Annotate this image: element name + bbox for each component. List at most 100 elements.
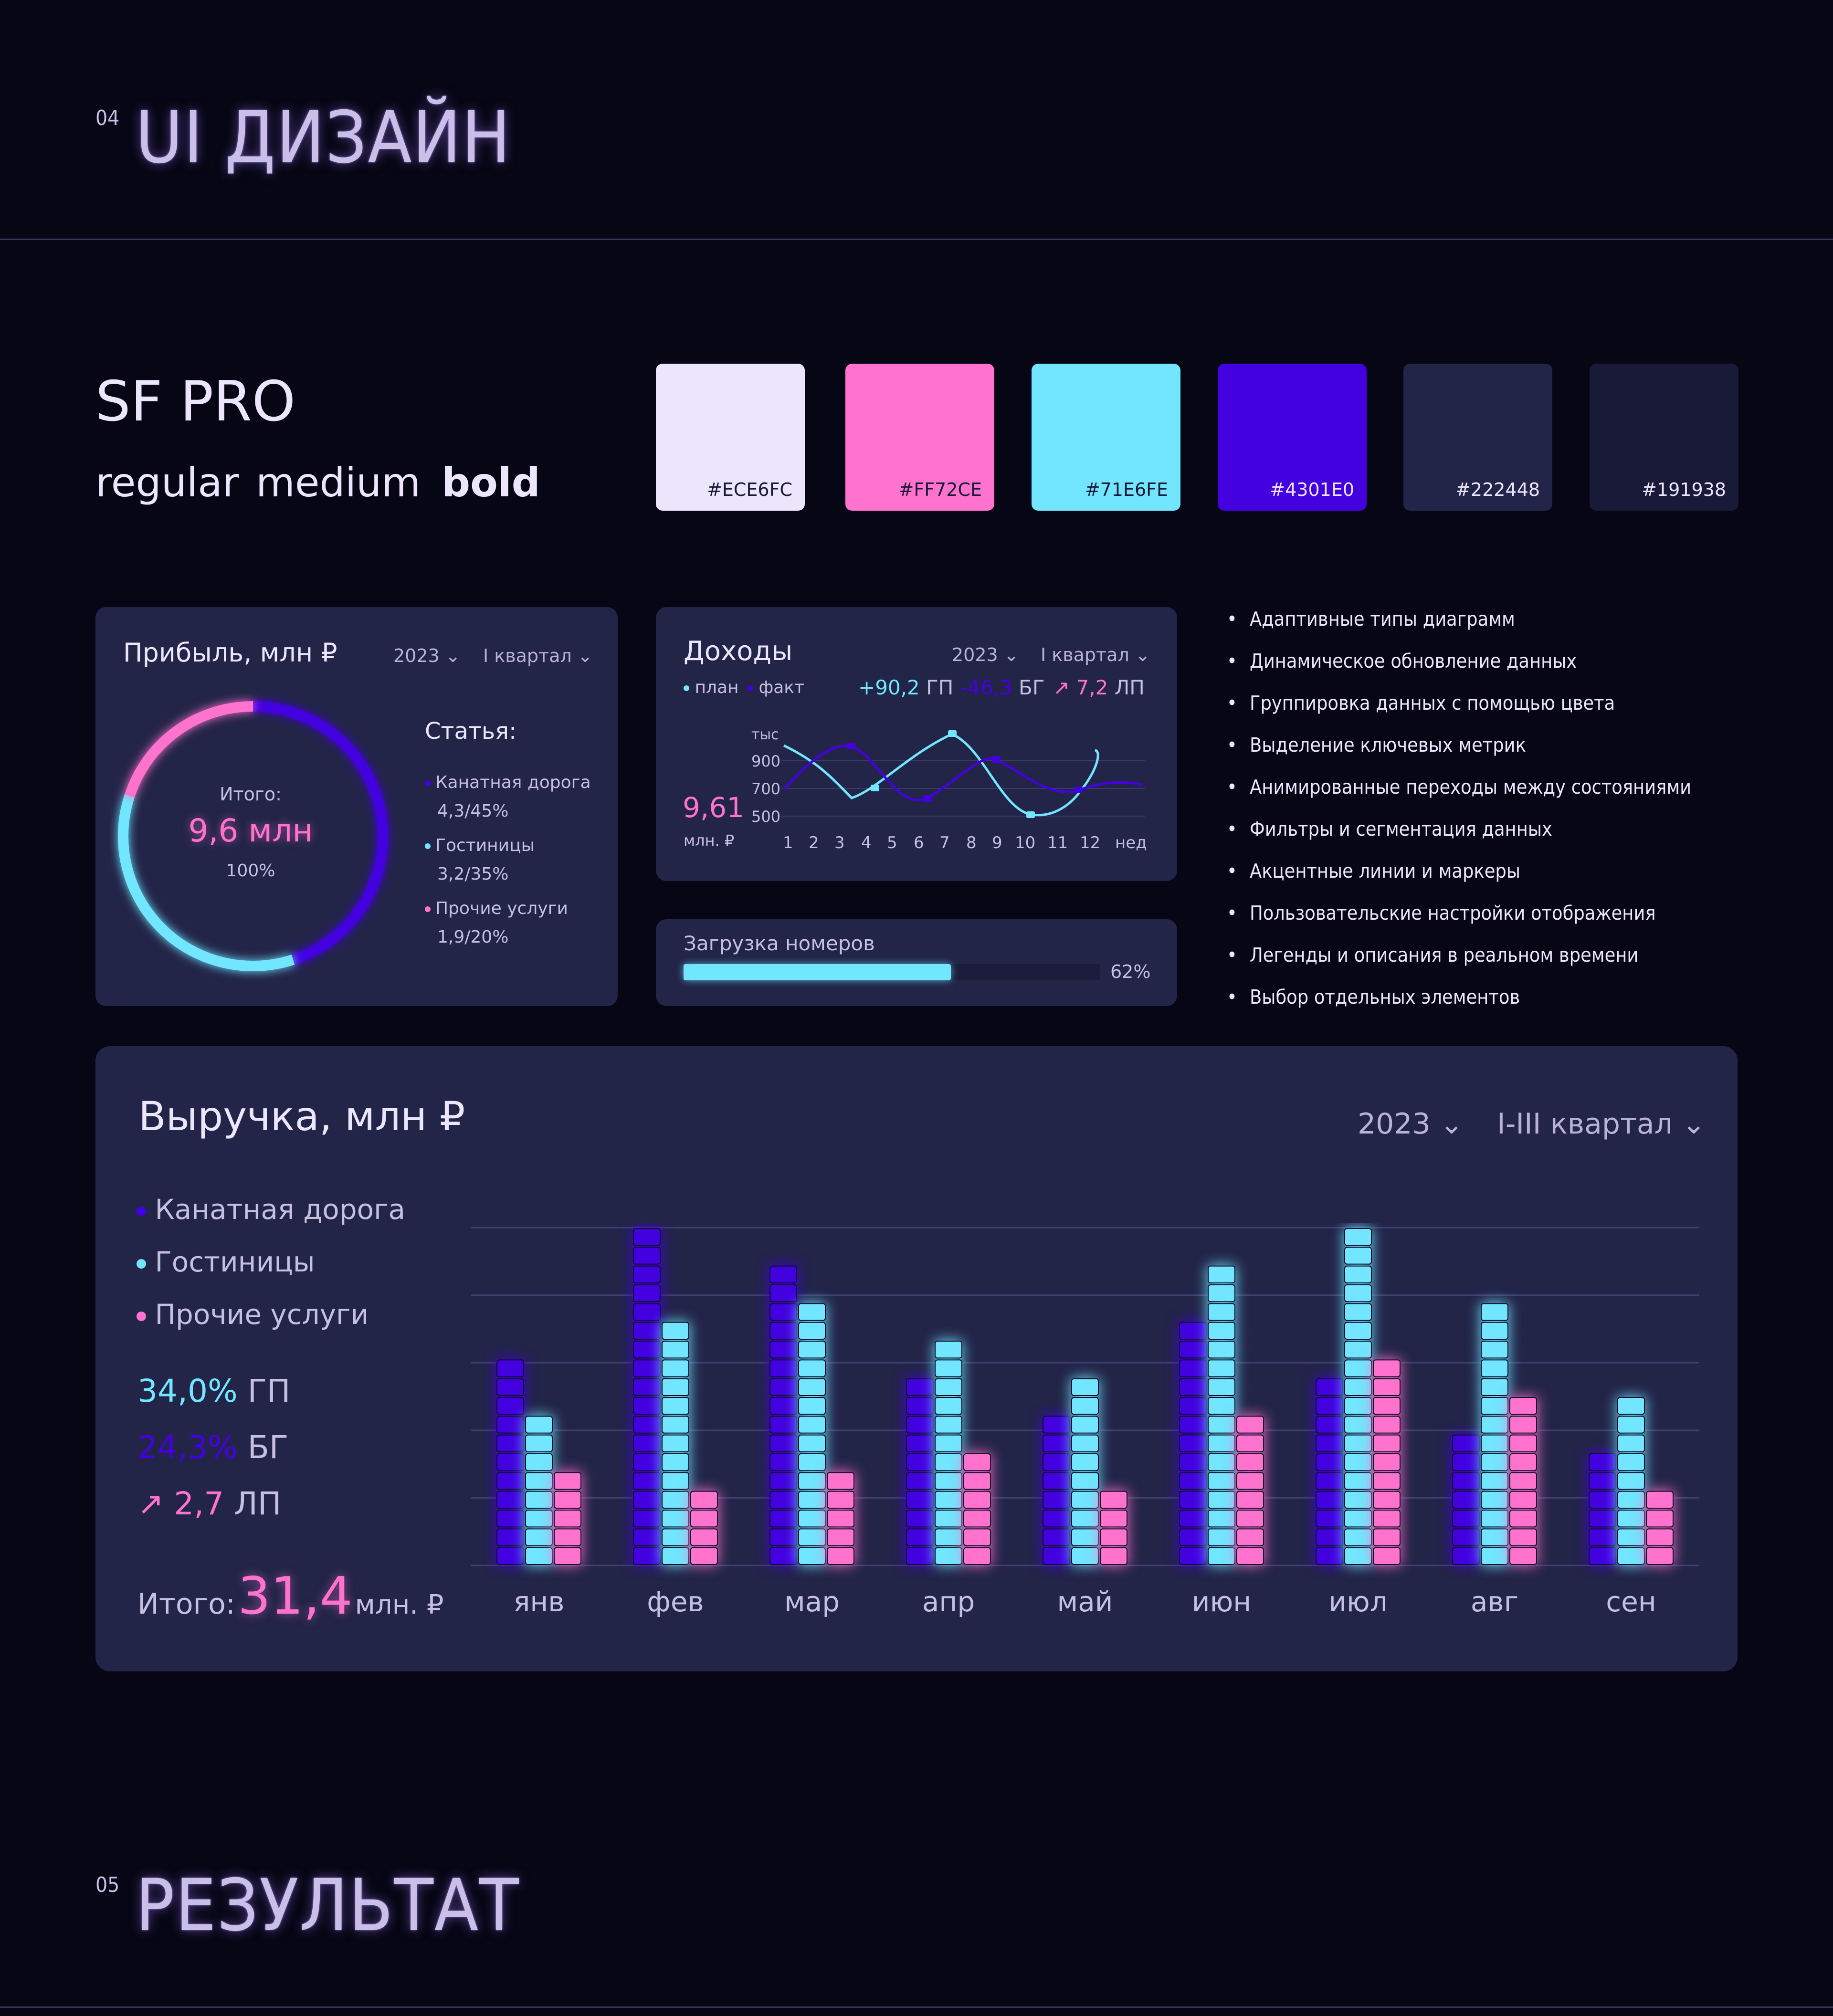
bar[interactable] — [1481, 1303, 1508, 1565]
bar-segment — [1179, 1378, 1207, 1396]
period-dropdown[interactable]: I квартал ⌄ — [483, 645, 593, 666]
period-dropdown[interactable]: I квартал ⌄ — [1041, 644, 1150, 665]
bar-segment — [1646, 1528, 1674, 1546]
bar-segment — [906, 1434, 934, 1452]
bar-segment — [769, 1265, 797, 1283]
bar-segment — [1043, 1434, 1070, 1452]
x-tick-label: июл — [1328, 1586, 1388, 1618]
bar[interactable] — [827, 1472, 854, 1565]
period-dropdown[interactable]: I-III квартал ⌄ — [1497, 1107, 1706, 1141]
bar-segment — [1043, 1547, 1070, 1565]
bar[interactable] — [1617, 1397, 1645, 1565]
bar-segment — [1509, 1491, 1537, 1509]
feature-item: Адаптивные типы диаграмм — [1227, 602, 1691, 644]
bar-segment — [1452, 1491, 1480, 1509]
bar-segment — [1236, 1510, 1264, 1528]
bar-segment — [496, 1359, 524, 1377]
bar-segment — [1316, 1397, 1343, 1415]
bar-segment — [1344, 1265, 1372, 1283]
donut-chart — [118, 701, 388, 971]
bar[interactable] — [906, 1378, 934, 1565]
bar-segment — [798, 1547, 826, 1565]
bar[interactable] — [963, 1453, 991, 1565]
bar[interactable] — [525, 1416, 553, 1565]
income-total: 9,61 — [683, 791, 745, 824]
bar-segment — [1344, 1247, 1372, 1265]
bar-segment — [1344, 1453, 1372, 1471]
bar[interactable] — [1316, 1378, 1343, 1565]
bar[interactable] — [769, 1265, 797, 1565]
bar-segment — [1071, 1528, 1099, 1546]
bar[interactable] — [1452, 1434, 1480, 1565]
legend-item[interactable]: Канатная дорога — [137, 1193, 405, 1226]
bar-segment — [769, 1322, 797, 1340]
bar[interactable] — [1071, 1378, 1099, 1565]
legend-name: Гостиницы — [435, 836, 535, 855]
bar-segment — [633, 1265, 661, 1283]
swatch-label: #191938 — [1642, 479, 1726, 500]
bar[interactable] — [1043, 1416, 1070, 1565]
bar[interactable] — [1344, 1228, 1372, 1565]
x-tick: 4 — [861, 833, 872, 852]
x-tick-label: апр — [922, 1586, 975, 1618]
bar[interactable] — [690, 1491, 718, 1565]
bar-segment — [1344, 1284, 1372, 1302]
bar-segment — [935, 1434, 962, 1452]
bar-segment — [1617, 1397, 1645, 1415]
feature-item: Пользовательские настройки отображения — [1227, 896, 1691, 938]
bar[interactable] — [1100, 1491, 1127, 1565]
bar[interactable] — [1509, 1397, 1537, 1565]
bar-segment — [963, 1453, 991, 1471]
bar[interactable] — [798, 1303, 826, 1565]
year-dropdown[interactable]: 2023 ⌄ — [952, 644, 1019, 665]
income-total-unit: млн. ₽ — [684, 831, 735, 850]
legend-plan[interactable]: план — [684, 678, 739, 697]
metric-unit: БГ — [1019, 676, 1045, 699]
bar-segment — [1344, 1491, 1372, 1509]
bar-segment — [1509, 1547, 1537, 1565]
bar-segment — [1481, 1547, 1508, 1565]
swatch-violet: #4301E0 — [1218, 364, 1367, 511]
bar-segment — [1208, 1341, 1235, 1359]
bar[interactable] — [554, 1472, 581, 1565]
bar[interactable] — [935, 1341, 962, 1565]
bar-segment — [1617, 1453, 1645, 1471]
bar-segment — [633, 1453, 661, 1471]
bar[interactable] — [1179, 1322, 1207, 1565]
year-dropdown[interactable]: 2023 ⌄ — [393, 645, 461, 666]
bar-segment — [798, 1491, 826, 1509]
legend-fact[interactable]: факт — [748, 678, 804, 697]
bar-segment — [963, 1472, 991, 1490]
donut-segment[interactable] — [118, 701, 388, 971]
legend-item[interactable]: Гостиницы — [137, 1246, 315, 1278]
legend-item[interactable]: Прочие услуги — [137, 1298, 369, 1331]
bar-segment — [496, 1547, 524, 1565]
bar[interactable] — [1589, 1453, 1616, 1565]
legend-dot — [425, 906, 431, 912]
bar[interactable] — [1646, 1491, 1674, 1565]
revenue-bar-chart: янв фев мар апр май июн июл авг сен — [471, 1227, 1699, 1618]
bar[interactable] — [496, 1359, 524, 1565]
legend-item[interactable]: Канатная дорога 4,3/45% — [425, 768, 591, 826]
bar-segment — [1481, 1303, 1508, 1321]
legend-item[interactable]: Гостиницы 3,2/35% — [425, 831, 535, 889]
bar-segment — [963, 1547, 991, 1565]
legend-item[interactable]: Прочие услуги 1,9/20% — [425, 894, 568, 952]
bar-segment — [1208, 1434, 1235, 1452]
bar-segment — [935, 1491, 962, 1509]
bar[interactable] — [1373, 1359, 1401, 1565]
bar[interactable] — [1236, 1416, 1264, 1565]
year-dropdown[interactable]: 2023 ⌄ — [1358, 1107, 1464, 1141]
bar-segment — [662, 1491, 689, 1509]
donut-segment[interactable] — [118, 701, 388, 971]
bar[interactable] — [1208, 1265, 1235, 1565]
bar-segment — [1481, 1434, 1508, 1452]
bar-segment — [963, 1491, 991, 1509]
bar-segment — [662, 1322, 689, 1340]
bar[interactable] — [633, 1228, 661, 1565]
bar-segment — [496, 1378, 524, 1396]
bar[interactable] — [662, 1322, 689, 1565]
chevron-down-icon: ⌄ — [1135, 644, 1150, 665]
bar-segment — [662, 1416, 689, 1434]
bar-segment — [662, 1528, 689, 1546]
